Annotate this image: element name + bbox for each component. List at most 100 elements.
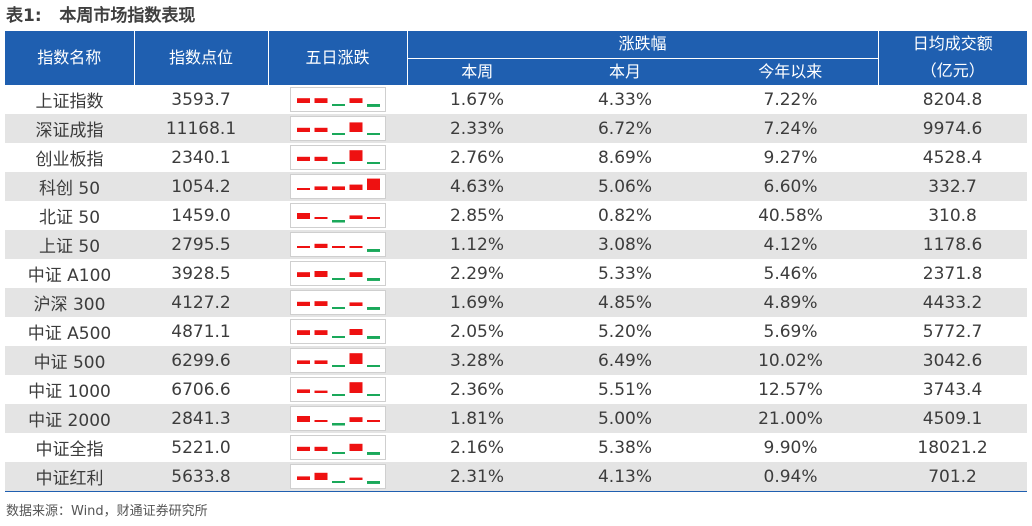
sparkline-bar-day-3 — [331, 133, 345, 135]
index-level-cell: 11168.1 — [134, 114, 268, 143]
sparkline-bar-day-2 — [314, 217, 327, 219]
sparkline-bar-day-5 — [366, 481, 380, 484]
sparkline-bar-day-2 — [314, 360, 327, 364]
ytd-change-cell: 5.69% — [703, 317, 879, 346]
sparkline-bar-day-2 — [314, 420, 327, 422]
sparkline-bar-day-2 — [314, 301, 327, 306]
turnover-cell: 2371.8 — [878, 259, 1028, 288]
five-day-sparkline — [289, 319, 386, 344]
ytd-change-cell: 12.57% — [703, 375, 879, 404]
index-name-cell: 沪深 300 — [5, 288, 134, 317]
index-name-cell: 深证成指 — [5, 114, 134, 143]
five-day-sparkline-cell — [268, 317, 407, 346]
index-name-cell: 中证 A100 — [5, 259, 134, 288]
turnover-cell: 18021.2 — [878, 433, 1028, 462]
sparkline-bar-day-3 — [331, 162, 345, 164]
index-level-cell: 2841.3 — [134, 404, 268, 433]
header-five-day: 五日涨跌 — [268, 31, 408, 85]
index-name-cell: 创业板指 — [5, 143, 134, 172]
index-name-cell: 中证全指 — [5, 433, 134, 462]
five-day-sparkline — [289, 435, 386, 460]
week-change-cell: 2.05% — [407, 317, 547, 346]
table-title: 表1: 本周市场指数表现 — [6, 6, 196, 26]
five-day-sparkline — [289, 290, 386, 315]
five-day-sparkline-cell — [268, 404, 407, 433]
sparkline-bar-day-1 — [296, 213, 310, 219]
index-name-cell: 上证指数 — [5, 85, 134, 114]
five-day-sparkline — [289, 87, 386, 112]
five-day-sparkline — [289, 406, 386, 431]
week-change-cell: 1.67% — [407, 85, 547, 114]
sparkline-bar-day-3 — [331, 278, 345, 280]
sparkline-bar-day-4 — [349, 246, 362, 248]
header-ytd: 今年以来 — [703, 58, 879, 85]
sparkline-bar-day-4 — [349, 329, 362, 335]
table-row: 中证 A500 4871.1 2.05% 5.20% 5.69% 5772.7 — [5, 317, 1028, 346]
five-day-sparkline-cell — [268, 230, 407, 259]
table-body: 上证指数 3593.7 1.67% 4.33% 7.22% 8204.8 深证成指 11168… — [5, 85, 1028, 492]
table-row: 上证指数 3593.7 1.67% 4.33% 7.22% 8204.8 — [5, 85, 1028, 114]
table-row: 创业板指 2340.1 2.76% 8.69% 9.27% 4528.4 — [5, 143, 1028, 172]
index-level-cell: 5633.8 — [134, 462, 268, 492]
five-day-sparkline-cell — [268, 259, 407, 288]
index-name-cell: 上证 50 — [5, 230, 134, 259]
sparkline-bar-day-4 — [349, 382, 362, 393]
sparkline-bar-day-4 — [349, 302, 362, 306]
sparkline-bar-day-2 — [314, 156, 327, 161]
sparkline-bar-day-3 — [331, 481, 345, 483]
index-name-cell: 中证红利 — [5, 462, 134, 492]
turnover-cell: 4433.2 — [878, 288, 1028, 317]
table-row: 沪深 300 4127.2 1.69% 4.85% 4.89% 4433.2 — [5, 288, 1028, 317]
sparkline-bar-day-1 — [296, 389, 310, 393]
index-performance-table: 指数名称 指数点位 五日涨跌 涨跌幅 日均成交额 本周 本月 今年以来 （亿元）… — [5, 31, 1028, 492]
ytd-change-cell: 9.90% — [703, 433, 879, 462]
week-change-cell: 2.36% — [407, 375, 547, 404]
five-day-sparkline — [289, 203, 386, 228]
five-day-sparkline-cell — [268, 201, 407, 230]
table-row: 中证 1000 6706.6 2.36% 5.51% 12.57% 3743.4 — [5, 375, 1028, 404]
sparkline-bar-day-4 — [349, 353, 362, 364]
five-day-sparkline — [289, 116, 386, 141]
sparkline-bar-day-5 — [366, 394, 380, 396]
turnover-cell: 9974.6 — [878, 114, 1028, 143]
sparkline-bar-day-2 — [314, 127, 327, 132]
five-day-sparkline-cell — [268, 172, 407, 201]
month-change-cell: 6.49% — [547, 346, 703, 375]
turnover-cell: 1178.6 — [878, 230, 1028, 259]
ytd-change-cell: 21.00% — [703, 404, 879, 433]
table-row: 中证红利 5633.8 2.31% 4.13% 0.94% 701.2 — [5, 462, 1028, 492]
sparkline-bar-day-4 — [349, 122, 362, 132]
sparkline-bar-day-3 — [331, 365, 345, 367]
sparkline-bar-day-5 — [366, 133, 380, 135]
sparkline-bar-day-3 — [331, 220, 345, 223]
index-level-cell: 5221.0 — [134, 433, 268, 462]
index-name-cell: 北证 50 — [5, 201, 134, 230]
ytd-change-cell: 10.02% — [703, 346, 879, 375]
index-level-cell: 2795.5 — [134, 230, 268, 259]
sparkline-bar-day-2 — [314, 390, 327, 393]
sparkline-bar-day-1 — [296, 416, 310, 422]
sparkline-bar-day-2 — [314, 271, 327, 277]
sparkline-bar-day-2 — [314, 330, 327, 335]
sparkline-bar-day-3 — [331, 423, 345, 426]
week-change-cell: 1.81% — [407, 404, 547, 433]
five-day-sparkline-cell — [268, 346, 407, 375]
sparkline-bar-day-5 — [366, 365, 380, 367]
sparkline-bar-day-1 — [296, 360, 310, 364]
sparkline-bar-day-2 — [314, 186, 327, 190]
sparkline-bar-day-4 — [349, 417, 362, 422]
turnover-cell: 3743.4 — [878, 375, 1028, 404]
sparkline-bar-day-5 — [366, 104, 380, 107]
five-day-sparkline — [289, 464, 386, 489]
five-day-sparkline — [289, 348, 386, 373]
table-row: 中证全指 5221.0 2.16% 5.38% 9.90% 18021.2 — [5, 433, 1028, 462]
sparkline-bar-day-3 — [331, 394, 345, 396]
header-name: 指数名称 — [5, 31, 135, 85]
sparkline-bar-day-3 — [331, 104, 345, 106]
week-change-cell: 4.63% — [407, 172, 547, 201]
index-name-cell: 中证 2000 — [5, 404, 134, 433]
index-level-cell: 6299.6 — [134, 346, 268, 375]
week-change-cell: 2.85% — [407, 201, 547, 230]
table-row: 中证 2000 2841.3 1.81% 5.00% 21.00% 4509.1 — [5, 404, 1028, 433]
five-day-sparkline — [289, 232, 386, 257]
